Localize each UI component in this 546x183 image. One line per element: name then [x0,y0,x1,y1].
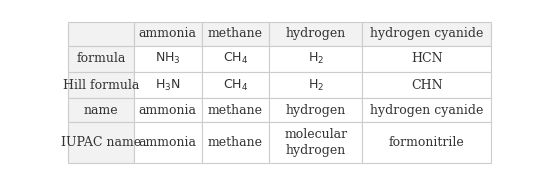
Bar [134,46,201,72]
Bar [201,122,269,163]
Text: Hill formula: Hill formula [63,79,139,92]
Text: HCN: HCN [411,53,443,66]
Text: hydrogen: hydrogen [286,104,346,117]
Bar [363,122,491,163]
Bar [201,46,269,72]
Bar [68,122,134,163]
Bar [134,122,201,163]
Bar [134,98,201,122]
Text: hydrogen cyanide: hydrogen cyanide [370,104,484,117]
Text: name: name [84,104,118,117]
Text: methane: methane [208,104,263,117]
Bar [269,122,363,163]
Text: $\mathrm{CH_4}$: $\mathrm{CH_4}$ [223,51,248,66]
Text: $\mathrm{CH_4}$: $\mathrm{CH_4}$ [223,77,248,93]
Text: molecular
hydrogen: molecular hydrogen [284,128,347,157]
Bar [201,98,269,122]
Text: $\mathrm{H_2}$: $\mathrm{H_2}$ [308,51,324,66]
Text: formula: formula [76,53,126,66]
Bar [68,72,134,98]
Text: methane: methane [208,27,263,40]
Text: ammonia: ammonia [139,104,197,117]
Bar [269,72,363,98]
Text: $\mathrm{NH_3}$: $\mathrm{NH_3}$ [155,51,181,66]
Text: formonitrile: formonitrile [389,136,465,149]
Text: methane: methane [208,136,263,149]
Text: $\mathrm{H_3N}$: $\mathrm{H_3N}$ [155,77,181,93]
Bar [68,22,134,46]
Text: ammonia: ammonia [139,27,197,40]
Bar [134,22,201,46]
Bar [134,72,201,98]
Bar [201,22,269,46]
Bar [363,22,491,46]
Text: ammonia: ammonia [139,136,197,149]
Bar [269,98,363,122]
Bar [269,46,363,72]
Bar [269,22,363,46]
Text: $\mathrm{H_2}$: $\mathrm{H_2}$ [308,77,324,93]
Text: IUPAC name: IUPAC name [61,136,141,149]
Bar [68,98,134,122]
Bar [68,46,134,72]
Text: CHN: CHN [411,79,443,92]
Bar [363,98,491,122]
Bar [363,46,491,72]
Bar [201,72,269,98]
Text: hydrogen: hydrogen [286,27,346,40]
Bar [363,72,491,98]
Text: hydrogen cyanide: hydrogen cyanide [370,27,484,40]
